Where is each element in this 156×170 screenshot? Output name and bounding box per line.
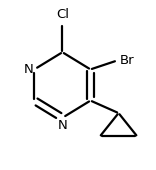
- Text: N: N: [58, 119, 67, 132]
- Text: Br: Br: [120, 54, 135, 66]
- Text: N: N: [24, 63, 34, 76]
- Text: Cl: Cl: [56, 8, 69, 21]
